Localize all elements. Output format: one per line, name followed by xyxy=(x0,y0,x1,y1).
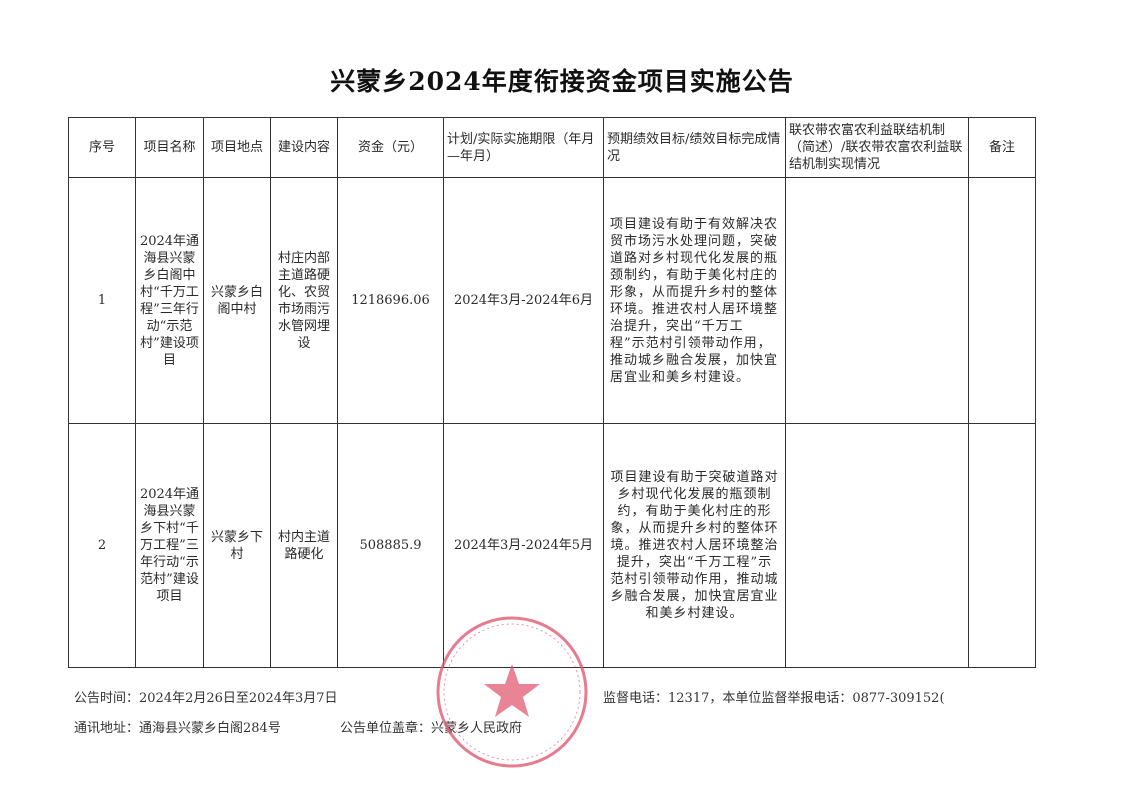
cell-remark xyxy=(968,423,1036,668)
header-mechanism: 联农带农富农利益联结机制（简述）/联农带农富农利益联结机制实现情况 xyxy=(785,117,969,178)
mailing-address: 通讯地址：通海县兴蒙乡白阁284号 xyxy=(74,721,281,736)
header-goal: 预期绩效目标/绩效目标完成情况 xyxy=(603,117,786,178)
table-header-row: 序号 项目名称 项目地点 建设内容 资金（元） 计划/实际实施期限（年月—年月）… xyxy=(68,117,1036,178)
cell-period: 2024年3月-2024年6月 xyxy=(443,177,604,424)
cell-name: 2024年通海县兴蒙乡下村“千万工程”三年行动“示范村”建设项目 xyxy=(135,423,204,668)
cell-no: 1 xyxy=(68,177,136,424)
cell-remark xyxy=(968,177,1036,424)
cell-no: 2 xyxy=(68,423,136,668)
project-table: 序号 项目名称 项目地点 建设内容 资金（元） 计划/实际实施期限（年月—年月）… xyxy=(68,117,1036,668)
supervision-phone: 监督电话：12317，本单位监督举报电话：0877-309152( xyxy=(603,691,945,706)
cell-mechanism xyxy=(785,423,969,668)
cell-content: 村内主道路硬化 xyxy=(270,423,338,668)
cell-goal: 项目建设有助于突破道路对乡村现代化发展的瓶颈制约，有助于美化村庄的形象，从而提升… xyxy=(603,423,786,668)
page-title: 兴蒙乡2024年度衔接资金项目实施公告 xyxy=(330,67,794,96)
cell-period: 2024年3月-2024年5月 xyxy=(443,423,604,668)
cell-content: 村庄内部主道路硬化、农贸市场雨污水管网埋设 xyxy=(270,177,338,424)
star-icon xyxy=(484,664,540,717)
cell-location: 兴蒙乡下村 xyxy=(203,423,271,668)
table-row: 1 2024年通海县兴蒙乡白阁中村“千万工程”三年行动“示范村”建设项目 兴蒙乡… xyxy=(68,177,1036,424)
header-location: 项目地点 xyxy=(203,117,271,178)
cell-mechanism xyxy=(785,177,969,424)
header-content: 建设内容 xyxy=(270,117,338,178)
header-remark: 备注 xyxy=(968,117,1036,178)
announcement-time: 公告时间：2024年2月26日至2024年3月7日 xyxy=(74,691,338,706)
header-funds: 资金（元） xyxy=(337,117,444,178)
cell-funds: 1218696.06 xyxy=(337,177,444,424)
cell-funds: 508885.9 xyxy=(337,423,444,668)
cell-goal: 项目建设有助于有效解决农贸市场污水处理问题，突破道路对乡村现代化发展的瓶颈制约，… xyxy=(603,177,786,424)
header-name: 项目名称 xyxy=(135,117,204,178)
header-no: 序号 xyxy=(68,117,136,178)
cell-location: 兴蒙乡白阁中村 xyxy=(203,177,271,424)
header-period: 计划/实际实施期限（年月—年月） xyxy=(443,117,604,178)
table-row: 2 2024年通海县兴蒙乡下村“千万工程”三年行动“示范村”建设项目 兴蒙乡下村… xyxy=(68,423,1036,668)
seal-label: 公告单位盖章：兴蒙乡人民政府 xyxy=(340,721,523,736)
cell-name: 2024年通海县兴蒙乡白阁中村“千万工程”三年行动“示范村”建设项目 xyxy=(135,177,204,424)
